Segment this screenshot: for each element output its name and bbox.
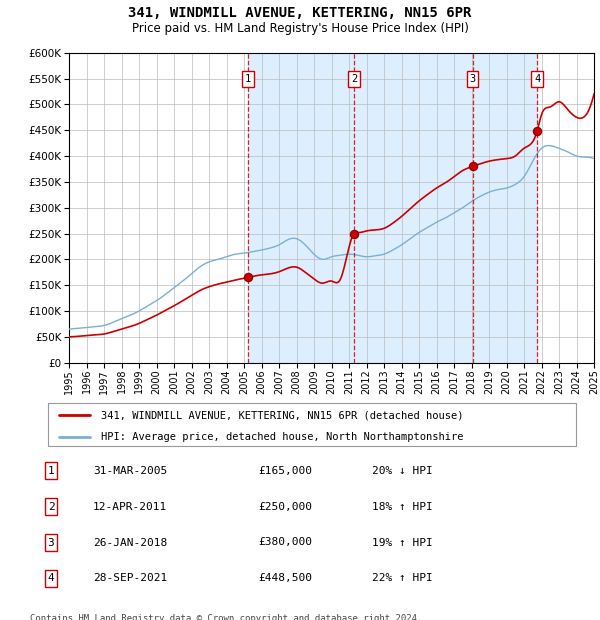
Text: 2: 2 <box>47 502 55 512</box>
Text: £250,000: £250,000 <box>258 502 312 512</box>
Text: 12-APR-2011: 12-APR-2011 <box>93 502 167 512</box>
Text: 1: 1 <box>47 466 55 476</box>
Text: 28-SEP-2021: 28-SEP-2021 <box>93 574 167 583</box>
Text: 4: 4 <box>534 74 540 84</box>
Text: 19% ↑ HPI: 19% ↑ HPI <box>372 538 433 547</box>
Bar <box>248 53 537 363</box>
Text: 1: 1 <box>245 74 251 84</box>
Text: 3: 3 <box>47 538 55 547</box>
Text: 26-JAN-2018: 26-JAN-2018 <box>93 538 167 547</box>
Text: 4: 4 <box>47 574 55 583</box>
Text: £380,000: £380,000 <box>258 538 312 547</box>
Text: 31-MAR-2005: 31-MAR-2005 <box>93 466 167 476</box>
Text: 20% ↓ HPI: 20% ↓ HPI <box>372 466 433 476</box>
Text: 22% ↑ HPI: 22% ↑ HPI <box>372 574 433 583</box>
Text: 2: 2 <box>351 74 357 84</box>
Text: 3: 3 <box>470 74 476 84</box>
Text: Price paid vs. HM Land Registry's House Price Index (HPI): Price paid vs. HM Land Registry's House … <box>131 22 469 35</box>
Text: Contains HM Land Registry data © Crown copyright and database right 2024.: Contains HM Land Registry data © Crown c… <box>30 614 422 620</box>
Text: 341, WINDMILL AVENUE, KETTERING, NN15 6PR (detached house): 341, WINDMILL AVENUE, KETTERING, NN15 6P… <box>101 410 463 420</box>
Text: HPI: Average price, detached house, North Northamptonshire: HPI: Average price, detached house, Nort… <box>101 432 463 442</box>
Text: 341, WINDMILL AVENUE, KETTERING, NN15 6PR: 341, WINDMILL AVENUE, KETTERING, NN15 6P… <box>128 6 472 20</box>
Text: £165,000: £165,000 <box>258 466 312 476</box>
Text: £448,500: £448,500 <box>258 574 312 583</box>
Text: 18% ↑ HPI: 18% ↑ HPI <box>372 502 433 512</box>
